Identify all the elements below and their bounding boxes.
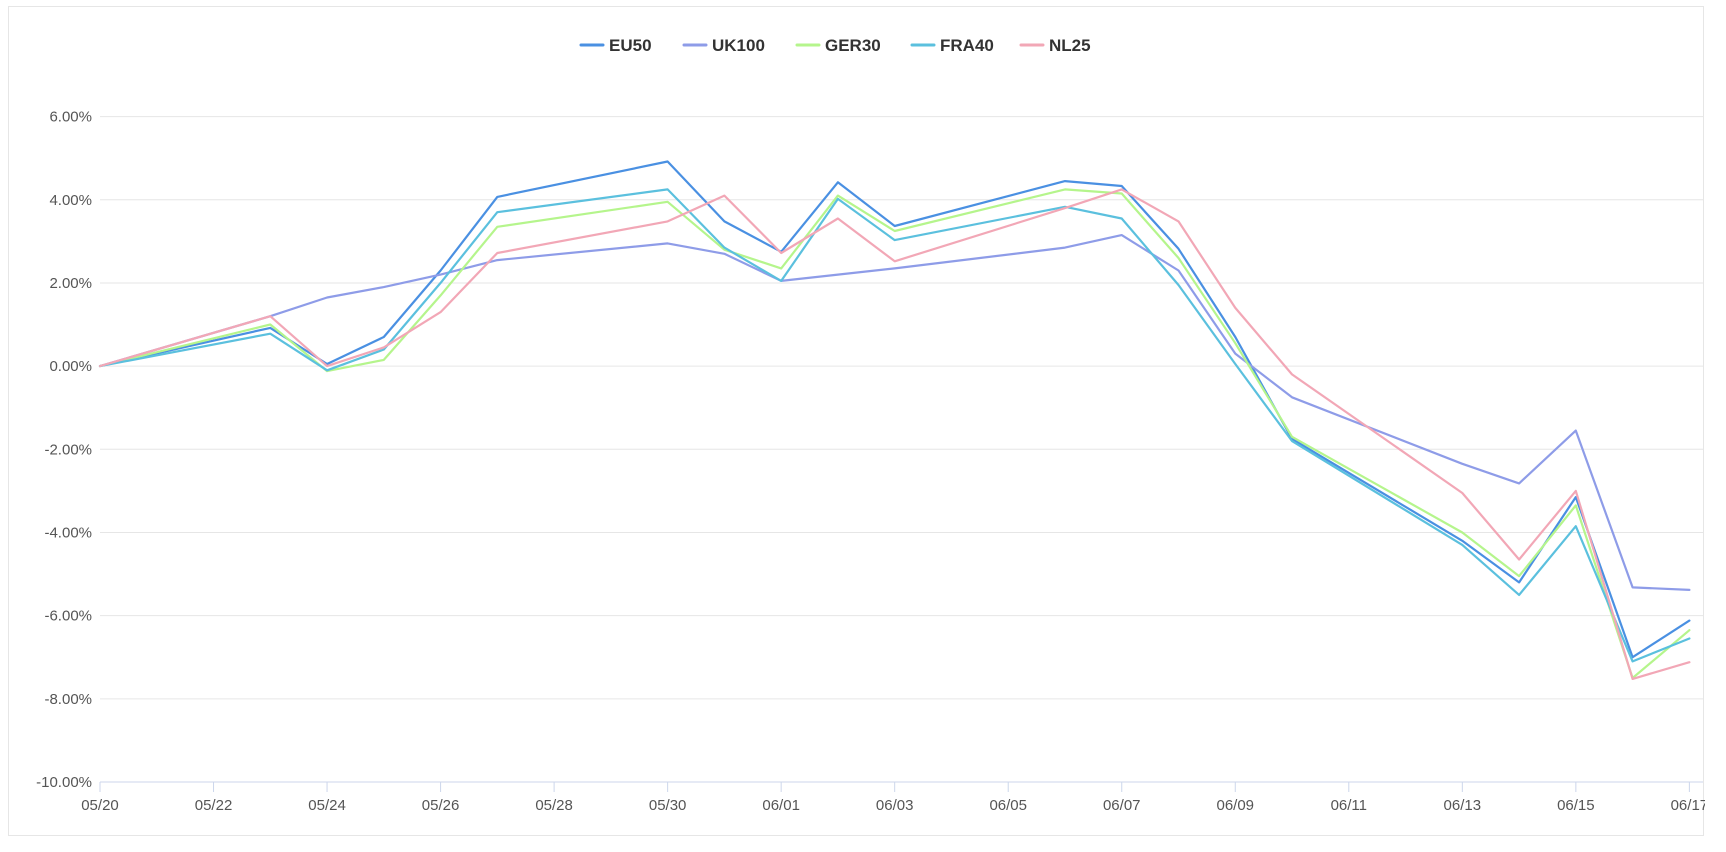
- x-tick-label: 06/05: [989, 797, 1027, 814]
- x-tick-label: 06/03: [876, 797, 914, 814]
- y-tick-label: 2.00%: [49, 275, 92, 292]
- y-tick-label: -4.00%: [44, 524, 92, 541]
- legend-label: FRA40: [940, 36, 994, 55]
- x-tick-label: 06/13: [1444, 797, 1482, 814]
- legend[interactable]: EU50 UK100 GER30 FRA40 NL25: [579, 36, 1091, 55]
- line-chart: 6.00% 4.00% 2.00% 0.00% -2.00% -4.00% -6.00% -8…: [36, 36, 1705, 814]
- legend-label: GER30: [825, 36, 881, 55]
- gridlines: [100, 116, 1703, 700]
- x-tick-label: 06/09: [1216, 797, 1254, 814]
- x-tick-label: 05/26: [422, 797, 460, 814]
- y-tick-label: 4.00%: [49, 192, 92, 209]
- x-tick-label: 05/28: [535, 797, 573, 814]
- x-tick-label: 06/11: [1331, 797, 1367, 814]
- series-line-eu50[interactable]: [98, 160, 1691, 659]
- y-tick-label: -2.00%: [44, 441, 92, 458]
- x-tick-label: 06/17: [1671, 797, 1705, 814]
- x-tick-label: 06/01: [762, 797, 800, 814]
- series-line-ger30[interactable]: [98, 188, 1691, 680]
- legend-item-uk100[interactable]: UK100: [682, 36, 765, 55]
- y-tick-label: -10.00%: [36, 774, 92, 791]
- legend-item-ger30[interactable]: GER30: [795, 36, 881, 55]
- x-tick-label: 05/24: [308, 797, 346, 814]
- legend-label: EU50: [609, 36, 652, 55]
- legend-label: NL25: [1049, 36, 1091, 55]
- x-tick-label: 05/20: [81, 797, 119, 814]
- x-tick-label: 06/15: [1557, 797, 1595, 814]
- legend-item-eu50[interactable]: EU50: [579, 36, 652, 55]
- series-line-uk100[interactable]: [98, 234, 1691, 592]
- legend-label: UK100: [712, 36, 765, 55]
- axes: 6.00% 4.00% 2.00% 0.00% -2.00% -4.00% -6.00% -8…: [36, 109, 1705, 814]
- chart-container: 6.00% 4.00% 2.00% 0.00% -2.00% -4.00% -6.00% -8…: [8, 6, 1705, 836]
- x-tick-label: 05/22: [195, 797, 233, 814]
- y-tick-label: 6.00%: [49, 109, 92, 126]
- series-lines: [98, 160, 1691, 681]
- y-tick-label: -6.00%: [44, 608, 92, 625]
- series-line-fra40[interactable]: [98, 188, 1691, 663]
- legend-item-fra40[interactable]: FRA40: [910, 36, 994, 55]
- y-tick-label: 0.00%: [49, 358, 92, 375]
- x-tick-label: 05/30: [649, 797, 687, 814]
- x-tick-label: 06/07: [1103, 797, 1141, 814]
- series-line-nl25[interactable]: [98, 188, 1691, 681]
- y-tick-label: -8.00%: [44, 691, 92, 708]
- legend-item-nl25[interactable]: NL25: [1019, 36, 1091, 55]
